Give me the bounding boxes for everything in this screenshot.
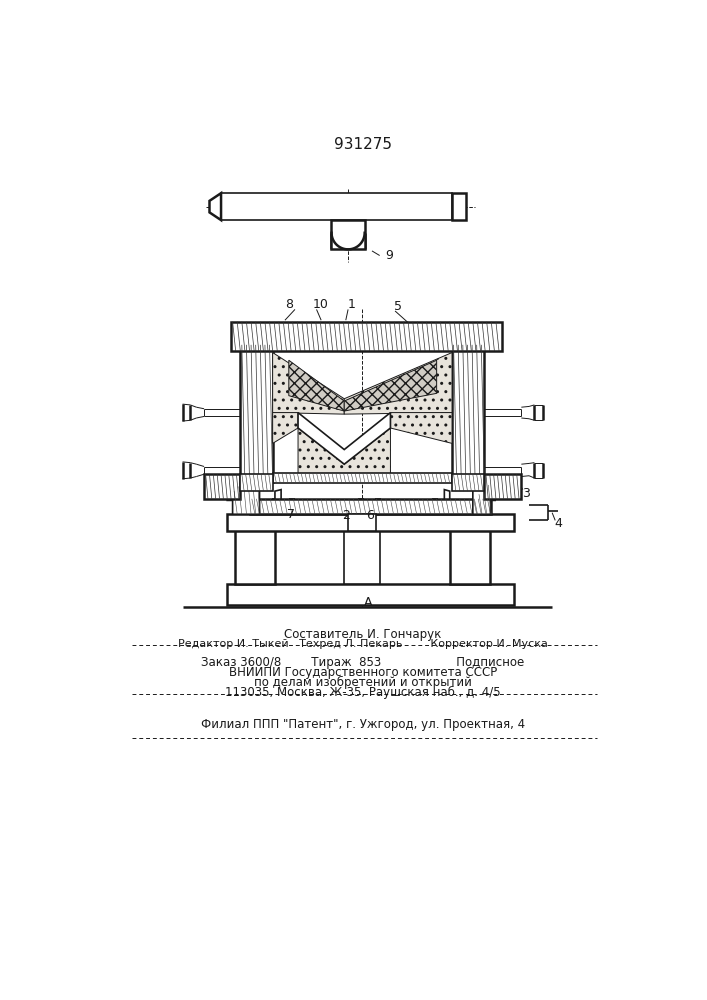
Bar: [240, 345, 273, 482]
Bar: [450, 500, 490, 584]
Text: 931275: 931275: [334, 137, 392, 152]
Bar: [235, 500, 275, 584]
Bar: [221, 193, 452, 220]
Bar: [231, 322, 502, 351]
Polygon shape: [473, 482, 491, 514]
Bar: [240, 474, 273, 491]
Polygon shape: [444, 490, 450, 500]
Bar: [452, 474, 484, 491]
Polygon shape: [273, 353, 344, 414]
Bar: [250, 499, 491, 514]
Bar: [331, 220, 366, 249]
Text: 1: 1: [348, 298, 356, 311]
Polygon shape: [233, 482, 259, 514]
Polygon shape: [273, 413, 298, 443]
Polygon shape: [209, 193, 221, 220]
Text: А: А: [364, 596, 373, 609]
Bar: [227, 584, 514, 605]
Bar: [484, 474, 520, 499]
Polygon shape: [298, 428, 390, 474]
Polygon shape: [344, 353, 452, 414]
Text: 5: 5: [394, 300, 402, 313]
Polygon shape: [344, 360, 437, 411]
Text: 113035, Москва, Ж-35, Раушская наб., д. 4/5: 113035, Москва, Ж-35, Раушская наб., д. …: [225, 686, 501, 699]
Polygon shape: [298, 413, 390, 464]
Polygon shape: [227, 490, 235, 500]
Text: 10: 10: [312, 298, 328, 311]
Polygon shape: [490, 490, 495, 500]
Bar: [348, 514, 376, 531]
Text: 9: 9: [385, 249, 393, 262]
Bar: [227, 514, 514, 531]
Bar: [273, 473, 452, 483]
Text: 4: 4: [554, 517, 562, 530]
Text: Заказ 3600/8        Тираж  853                    Подписное: Заказ 3600/8 Тираж 853 Подписное: [201, 656, 525, 669]
Text: по делам изобретений и открытий: по делам изобретений и открытий: [254, 676, 472, 689]
Text: 6: 6: [366, 509, 375, 522]
Bar: [204, 474, 240, 499]
Text: 2: 2: [343, 509, 351, 522]
Text: 8: 8: [285, 298, 293, 311]
Polygon shape: [288, 360, 344, 411]
Bar: [452, 345, 484, 482]
Polygon shape: [390, 413, 452, 443]
Text: 3: 3: [522, 487, 530, 500]
Text: 7: 7: [287, 508, 295, 521]
Text: ВНИИПИ Государственного комитета СССР: ВНИИПИ Государственного комитета СССР: [228, 666, 497, 679]
Text: Редактор И. Тыкей   Техред Л. Пекарь        Корректор И. Муска: Редактор И. Тыкей Техред Л. Пекарь Корре…: [177, 639, 548, 649]
Polygon shape: [275, 490, 281, 500]
Bar: [452, 193, 466, 220]
Bar: [344, 531, 380, 584]
Text: Составитель И. Гончарук: Составитель И. Гончарук: [284, 628, 441, 641]
Text: Филиал ППП "Патент", г. Ужгород, ул. Проектная, 4: Филиал ППП "Патент", г. Ужгород, ул. Про…: [201, 718, 525, 731]
